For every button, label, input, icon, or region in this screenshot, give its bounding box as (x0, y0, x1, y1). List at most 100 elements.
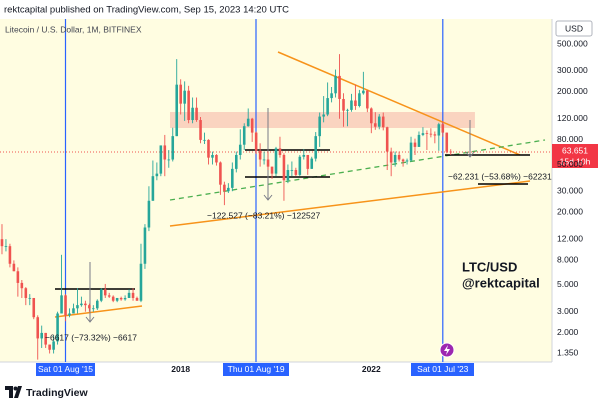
date-marker (36, 363, 95, 376)
measure-arrow (465, 120, 475, 158)
candle-body (445, 132, 449, 152)
candle-body (262, 159, 266, 161)
candle-body (413, 142, 417, 147)
candles (0, 54, 453, 360)
candle-body (191, 107, 194, 121)
candle-body (373, 123, 377, 127)
candle-body (278, 148, 282, 155)
candle-body (195, 107, 198, 121)
candle-body (131, 292, 135, 298)
y-tick-label: 30.000 (557, 185, 583, 195)
candle-body (151, 176, 155, 201)
candle-body (187, 90, 190, 121)
candle-body (385, 127, 389, 152)
candle-body (242, 126, 246, 145)
candle-body (282, 154, 286, 181)
candle-body (286, 170, 290, 181)
candle-body (8, 246, 12, 264)
candle-body (421, 133, 425, 135)
candle-body (346, 109, 349, 111)
y-tick-label: 8.000 (557, 255, 579, 265)
resistance-zone (170, 112, 475, 128)
date-marker (223, 363, 289, 376)
x-tick-label: Sat 01 Jul '23 (417, 364, 469, 374)
candle-body (72, 308, 75, 314)
chart-title: Litecoin / U.S. Dollar, 1M, BITFINEX (5, 24, 142, 34)
candle-body (330, 93, 333, 99)
x-tick-label: Sat 01 Aug '15 (38, 364, 93, 374)
candle-body (350, 100, 353, 110)
candle-body (115, 297, 119, 301)
candle-body (56, 313, 59, 342)
candle-body (123, 297, 127, 300)
candle-body (326, 98, 329, 115)
y-tick-label: 80.000 (557, 134, 583, 144)
candle-body (417, 134, 421, 147)
countdown: 15d 10h (560, 156, 591, 166)
y-tick-label: 2.000 (557, 327, 579, 337)
candle-body (377, 116, 381, 127)
candle-body (135, 297, 139, 301)
header: rektcapital published on TradingView.com… (4, 5, 289, 16)
brand: TradingView (26, 387, 88, 399)
candle-body (437, 124, 441, 136)
candle-body (310, 158, 314, 169)
currency-box[interactable] (555, 20, 593, 37)
candle-body (68, 313, 71, 316)
candle-body (179, 84, 182, 104)
x-tick-label: 2018 (171, 364, 190, 374)
candle-body (441, 124, 445, 133)
y-tick-label: 1.350 (557, 348, 579, 358)
candle-body (342, 98, 345, 111)
measure-arrow (85, 262, 95, 323)
candle-body (397, 154, 401, 160)
y-tick-label: 120.000 (557, 113, 588, 123)
candle-body (306, 154, 310, 169)
candle-body (159, 145, 163, 174)
candle-body (370, 108, 373, 124)
candle-body (24, 288, 28, 298)
last-price: 63.651 (562, 145, 588, 155)
candle-body (250, 118, 254, 133)
candle-body (425, 133, 429, 134)
currency[interactable]: USD (565, 23, 583, 33)
candle-body (358, 93, 361, 106)
candle-body (119, 297, 123, 300)
candle-body (139, 263, 143, 301)
candle-body (163, 145, 167, 160)
candle-body (20, 282, 24, 289)
y-tick-label: 5.000 (557, 279, 579, 289)
x-tick-label: Thu 01 Aug '19 (228, 364, 285, 374)
date-marker (411, 363, 474, 376)
candle-body (147, 200, 151, 228)
candle-body (167, 159, 171, 161)
candle-body (60, 295, 63, 314)
candle-body (171, 136, 175, 160)
candle-body (389, 151, 393, 163)
y-tick-label: 200.000 (557, 86, 588, 96)
candle-body (429, 133, 433, 135)
candle-body (238, 144, 242, 155)
y-tick-label: 300.000 (557, 65, 588, 75)
annotation: @rektcapital (462, 275, 540, 290)
x-tick-label: 2022 (362, 364, 381, 374)
candle-body (92, 308, 95, 310)
candle-body (199, 120, 202, 140)
candle-body (234, 154, 238, 169)
candle-body (52, 341, 55, 350)
candle-body (227, 187, 230, 192)
candle-body (99, 289, 103, 301)
candle-body (294, 170, 298, 175)
y-tick-label: 20.000 (557, 207, 583, 217)
candle-body (354, 100, 357, 106)
event-icon-bolt (444, 345, 450, 355)
candle-body (127, 292, 131, 298)
candle-body (381, 116, 385, 128)
candle-body (207, 139, 210, 158)
candle-body (64, 295, 67, 316)
candle-body (258, 150, 262, 160)
candle-body (270, 166, 274, 174)
candle-body (223, 184, 226, 192)
candle-body (433, 134, 437, 136)
